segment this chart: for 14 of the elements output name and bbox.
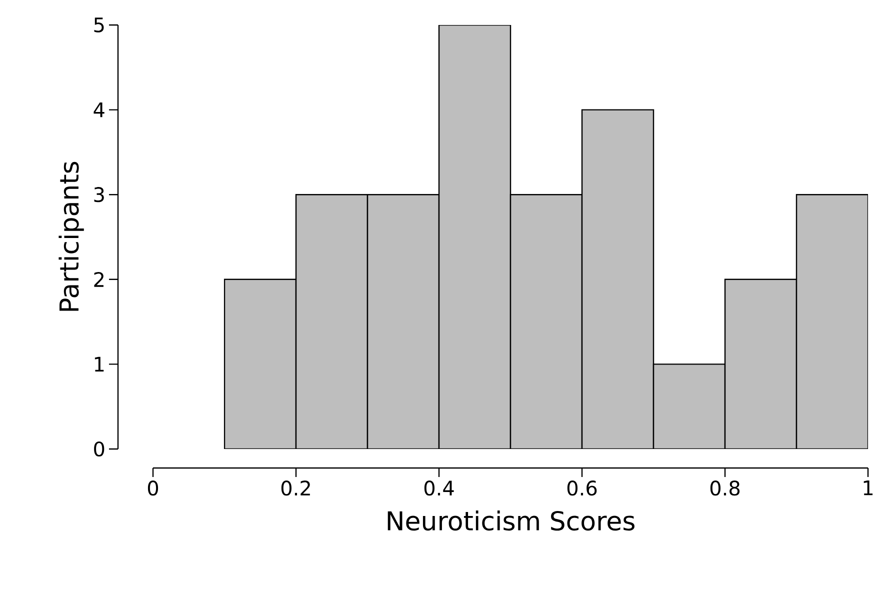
- y-tick-label: 5: [94, 18, 104, 32]
- y-tick-label: 4: [94, 102, 104, 118]
- y-tick-label: 3: [94, 187, 104, 202]
- y-tick-label: 2: [94, 272, 104, 287]
- y-tick-label: 0: [94, 441, 104, 457]
- x-tick-label: 0.8: [710, 480, 740, 496]
- x-tick-label: 1: [864, 480, 873, 496]
- x-tick-label: 0.2: [281, 480, 310, 496]
- x-tick-label: 0.6: [567, 480, 597, 496]
- y-tick-label: 1: [94, 356, 104, 372]
- x-tick-label: 0.4: [424, 480, 454, 496]
- x-tick-label: 0: [148, 480, 158, 496]
- y-axis-title: Participants: [58, 162, 84, 311]
- x-axis-title: Neuroticism Scores: [388, 510, 634, 531]
